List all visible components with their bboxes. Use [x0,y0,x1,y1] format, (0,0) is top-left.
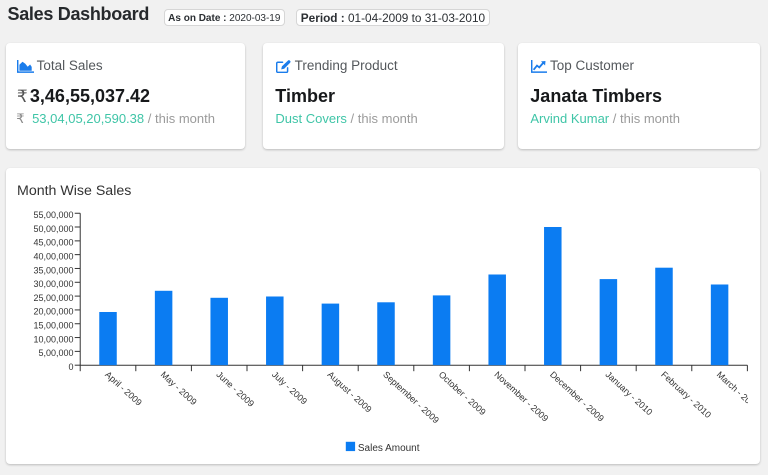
svg-text:50,00,000: 50,00,000 [34,224,74,234]
svg-text:March - 2010: March - 2010 [715,369,748,412]
svg-text:10,00,000: 10,00,000 [34,334,74,344]
svg-text:January - 2010: January - 2010 [604,369,655,417]
svg-text:Sales Amount: Sales Amount [358,443,420,454]
svg-text:25,00,000: 25,00,000 [34,293,74,303]
svg-text:40,00,000: 40,00,000 [34,251,74,261]
svg-text:April - 2009: April - 2009 [103,369,144,407]
svg-text:December - 2009: December - 2009 [548,369,606,423]
svg-text:February - 2010: February - 2010 [659,369,713,420]
svg-text:May - 2009: May - 2009 [159,369,199,407]
svg-text:5,00,000: 5,00,000 [39,348,74,358]
svg-text:November - 2009: November - 2009 [492,369,550,423]
svg-text:June - 2009: June - 2009 [214,369,256,408]
svg-text:September - 2009: September - 2009 [381,369,441,425]
svg-text:55,00,000: 55,00,000 [34,210,74,220]
svg-text:July - 2009: July - 2009 [270,369,309,406]
svg-text:30,00,000: 30,00,000 [34,279,74,289]
svg-text:0: 0 [69,362,74,372]
svg-text:45,00,000: 45,00,000 [34,237,74,247]
svg-text:August - 2009: August - 2009 [326,369,374,414]
svg-text:20,00,000: 20,00,000 [34,307,74,317]
svg-text:35,00,000: 35,00,000 [34,265,74,275]
svg-text:October - 2009: October - 2009 [437,369,488,417]
svg-text:15,00,000: 15,00,000 [34,320,74,330]
